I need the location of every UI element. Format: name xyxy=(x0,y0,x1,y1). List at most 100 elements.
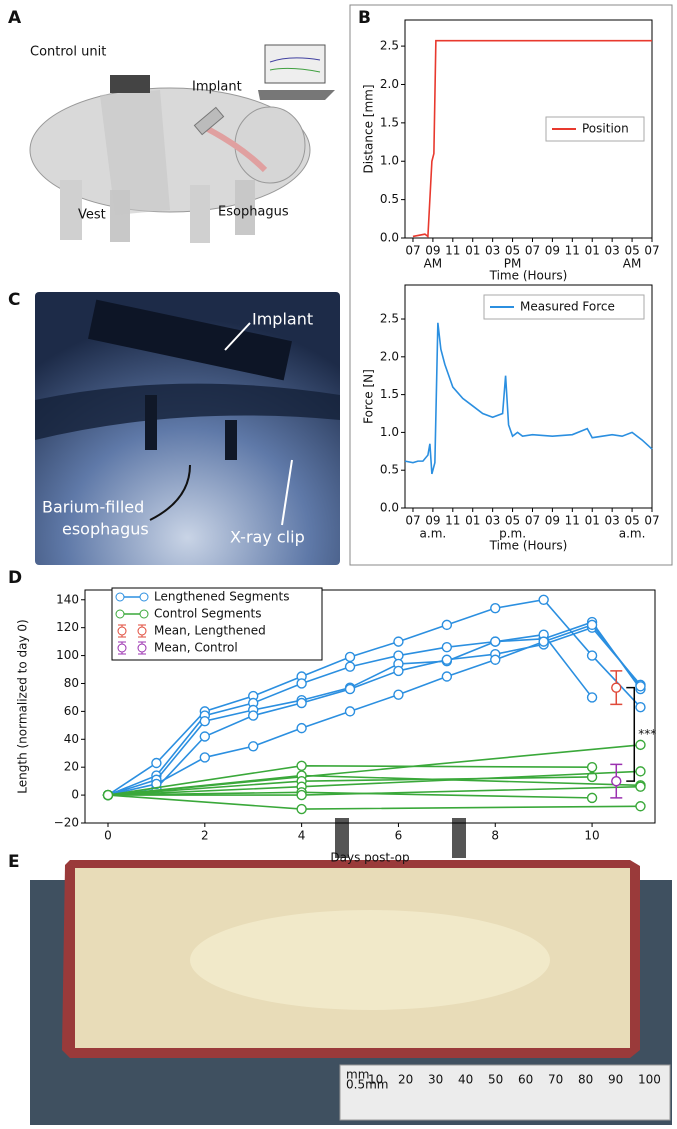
x-tick-label: 01 xyxy=(465,244,480,258)
data-point xyxy=(490,602,501,614)
data-line xyxy=(107,626,642,796)
legend-swatch xyxy=(137,643,147,653)
x-sublabel: AM xyxy=(424,257,443,271)
data-point xyxy=(199,752,211,763)
y-axis-label: Length (normalized to day 0) xyxy=(16,619,30,793)
data-point xyxy=(586,692,598,703)
specimen-photo xyxy=(30,818,672,1125)
ruler-label: 10 xyxy=(368,1073,383,1087)
pig-illustration: Control unit Implant Vest Esophagus xyxy=(29,44,335,243)
data-point xyxy=(635,681,646,692)
y-tick-label: 120 xyxy=(56,620,79,634)
plot-frame xyxy=(404,284,653,509)
x-tick-label: 09 xyxy=(425,514,440,528)
data-line xyxy=(107,598,642,796)
plot-frame xyxy=(84,589,656,824)
legend-swatch xyxy=(117,626,127,636)
x-tick-label: 03 xyxy=(485,244,500,258)
ruler-label: 100 xyxy=(638,1073,661,1087)
y-tick-label: 60 xyxy=(64,704,79,718)
data-point xyxy=(248,710,259,721)
y-tick-label: −20 xyxy=(54,816,79,830)
x-sublabel: PM xyxy=(504,257,522,271)
x-tick-label: 07 xyxy=(405,514,420,528)
legend-swatch xyxy=(139,592,149,602)
x-tick-label: 07 xyxy=(644,514,659,528)
y-tick-label: 1.5 xyxy=(380,115,399,129)
panel-label: D xyxy=(8,568,22,588)
legend-label: Lengthened Segments xyxy=(154,590,289,604)
significance-bracket xyxy=(626,686,636,782)
y-tick-label: 0.0 xyxy=(380,231,399,245)
y-axis-label: Distance [mm] xyxy=(362,84,376,173)
data-point xyxy=(296,678,307,689)
data-point xyxy=(441,671,453,682)
x-axis-label: Time (Hours) xyxy=(489,539,568,553)
legend-swatch xyxy=(137,626,147,636)
x-sublabel: a.m. xyxy=(420,527,447,541)
x-tick-label: 0 xyxy=(104,829,112,843)
x-tick-label: 05 xyxy=(505,514,520,528)
data-line xyxy=(412,39,652,239)
x-tick-label: 07 xyxy=(644,244,659,258)
ruler-label: 20 xyxy=(398,1073,413,1087)
y-tick-label: 2.0 xyxy=(380,349,399,363)
x-tick-label: 07 xyxy=(525,244,540,258)
x-tick-label: 09 xyxy=(425,244,440,258)
ruler-label: 60 xyxy=(518,1073,533,1087)
legend-label: Control Segments xyxy=(154,607,261,621)
ruler-label: 40 xyxy=(458,1073,473,1087)
x-tick-label: 11 xyxy=(445,514,460,528)
legend-swatch xyxy=(117,643,127,653)
legend-label: Measured Force xyxy=(520,300,615,314)
data-point xyxy=(199,715,211,727)
ruler-label: 0.5mm xyxy=(346,1078,388,1092)
xray-label-implant: Implant xyxy=(252,310,313,329)
data-point xyxy=(296,697,307,709)
x-axis-label: Days post-op xyxy=(330,851,409,865)
x-tick-label: 10 xyxy=(584,829,599,843)
x-tick-label: 01 xyxy=(585,244,600,258)
plot-frame xyxy=(404,19,653,239)
data-point xyxy=(441,642,453,653)
label-esophagus: Esophagus xyxy=(218,205,289,220)
legend-swatch xyxy=(118,624,126,638)
data-point xyxy=(586,761,598,773)
data-point xyxy=(441,654,453,665)
data-point xyxy=(586,650,598,661)
x-tick-label: 11 xyxy=(565,244,580,258)
legend-label: Mean, Control xyxy=(154,641,238,655)
y-tick-label: 140 xyxy=(56,592,79,606)
significance-label: *** xyxy=(638,727,656,741)
x-tick-label: 05 xyxy=(624,244,639,258)
data-point xyxy=(635,701,646,713)
legend-swatch xyxy=(139,609,149,619)
data-point xyxy=(393,650,404,661)
data-point xyxy=(538,594,549,605)
mean-point xyxy=(611,682,622,693)
y-tick-label: 1.0 xyxy=(380,425,399,439)
x-tick-label: 07 xyxy=(525,514,540,528)
data-point xyxy=(490,636,501,647)
data-point xyxy=(296,803,307,815)
data-point xyxy=(344,683,356,695)
panel-b-frame xyxy=(349,4,673,566)
ruler-label: 80 xyxy=(578,1073,593,1087)
data-point xyxy=(635,766,646,777)
y-tick-label: 0.0 xyxy=(380,501,399,515)
data-point xyxy=(393,689,404,700)
x-tick-label: 4 xyxy=(298,829,306,843)
mean-point xyxy=(611,775,622,787)
x-sublabel: a.m. xyxy=(619,527,646,541)
ruler-label: 90 xyxy=(608,1073,623,1087)
data-line xyxy=(404,322,653,475)
data-line xyxy=(107,621,642,796)
data-point xyxy=(344,651,356,663)
data-point xyxy=(441,619,453,631)
panel-label: E xyxy=(8,852,20,872)
x-tick-label: 03 xyxy=(605,244,620,258)
legend-swatch xyxy=(115,592,125,602)
legend-swatch xyxy=(138,641,146,655)
legend-swatch xyxy=(138,624,146,638)
